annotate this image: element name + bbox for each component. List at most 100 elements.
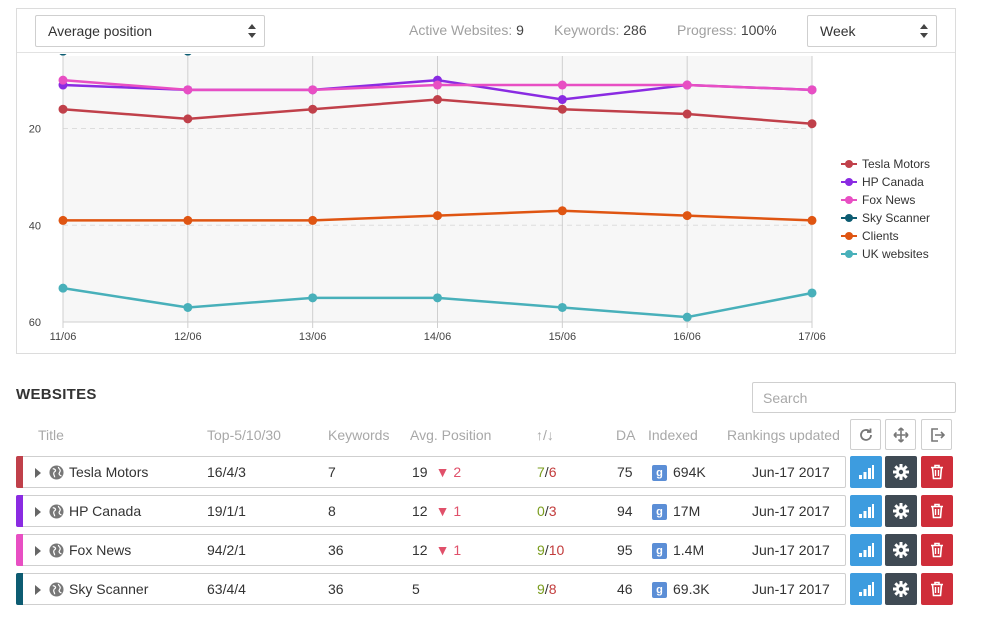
google-icon: g (652, 582, 667, 598)
data-point (433, 293, 442, 303)
data-point (308, 293, 318, 303)
expand-caret-icon[interactable] (35, 585, 41, 595)
row-color-stripe (16, 456, 23, 488)
stats-button[interactable] (850, 495, 882, 527)
expand-caret-icon[interactable] (35, 546, 41, 556)
data-point (58, 215, 68, 225)
up-count: 9 (537, 581, 545, 597)
export-icon (931, 428, 945, 442)
down-count: 10 (548, 542, 565, 558)
bar-chart-icon (859, 543, 874, 557)
settings-button[interactable] (885, 534, 917, 566)
metric-select[interactable]: Average position (35, 15, 265, 47)
indexed-value: 69.3K (673, 581, 710, 597)
expand-caret-icon[interactable] (35, 507, 41, 517)
stats-button[interactable] (850, 534, 882, 566)
website-name[interactable]: HP Canada (69, 503, 142, 519)
rankings-updated-date: Jun-17 2017 (752, 581, 830, 597)
data-point (433, 95, 442, 105)
data-point (682, 312, 692, 322)
x-tick-label: 16/06 (673, 331, 701, 343)
column-header-updown[interactable]: ↑/↓ (536, 427, 554, 443)
keywords-count: 36 (328, 542, 344, 558)
legend-label: Fox News (862, 193, 915, 207)
legend-swatch-marker (845, 178, 853, 186)
globe-icon (49, 582, 64, 597)
top-values: 94/2/1 (207, 542, 246, 558)
y-tick-label: 60 (29, 317, 41, 329)
column-header-title[interactable]: Title (38, 427, 64, 443)
column-header-rankings-updated[interactable]: Rankings updated (727, 427, 840, 443)
expand-caret-icon[interactable] (35, 468, 41, 478)
website-name[interactable]: Fox News (69, 542, 132, 558)
position-line-chart: 20 40 60 11/06 12/06 13/06 14/06 15/06 16/06 17/0… (29, 54, 930, 343)
x-tick-label: 12/06 (174, 331, 202, 343)
select-arrows-icon (920, 24, 928, 38)
settings-button[interactable] (885, 573, 917, 605)
gear-icon (893, 581, 909, 597)
data-point (308, 85, 318, 95)
export-button[interactable] (921, 419, 952, 450)
stats-button[interactable] (850, 456, 882, 488)
data-point (58, 283, 68, 293)
column-header-top[interactable]: Top-5/10/30 (207, 427, 281, 443)
move-button[interactable] (885, 419, 916, 450)
google-icon: g (652, 504, 667, 520)
settings-button[interactable] (885, 456, 917, 488)
delete-button[interactable] (921, 495, 953, 527)
up-down-values: 0/3 (537, 503, 556, 519)
website-row[interactable]: HP Canada 19/1/1 8 12 ▼ 1 0/3 94 g 17M Jun… (16, 495, 846, 527)
data-point (184, 54, 192, 56)
column-header-da[interactable]: DA (616, 427, 636, 443)
website-row[interactable]: Fox News 94/2/1 36 12 ▼ 1 9/10 95 g 1.4M J… (16, 534, 846, 566)
domain-authority: 94 (617, 503, 633, 519)
website-row[interactable]: Tesla Motors 16/4/3 7 19 ▼ 2 7/6 75 g 694K… (16, 456, 846, 488)
column-header-avg-position[interactable]: Avg. Position (410, 427, 492, 443)
legend-label: Clients (862, 229, 899, 243)
data-point (183, 215, 193, 225)
row-color-stripe (16, 495, 23, 527)
data-point (58, 104, 68, 114)
down-count: 6 (548, 464, 557, 480)
trash-icon (931, 464, 943, 480)
search-input[interactable] (752, 382, 956, 413)
bar-chart-icon (859, 582, 874, 596)
delete-button[interactable] (921, 573, 953, 605)
data-point (433, 80, 442, 90)
stats-button[interactable] (850, 573, 882, 605)
x-tick-label: 14/06 (424, 331, 452, 343)
legend-swatch-marker (845, 250, 853, 258)
trash-icon (931, 542, 943, 558)
keywords-count: 7 (328, 464, 336, 480)
up-down-separator: / (544, 464, 549, 480)
website-name[interactable]: Sky Scanner (69, 581, 149, 597)
settings-button[interactable] (885, 495, 917, 527)
delete-button[interactable] (921, 456, 953, 488)
position-change: ▼ 1 (435, 542, 462, 558)
position-change: ▼ 1 (435, 503, 462, 519)
data-point (59, 54, 67, 56)
y-tick-label: 40 (29, 220, 41, 232)
top-values: 16/4/3 (207, 464, 246, 480)
metric-select-value: Average position (48, 23, 153, 39)
refresh-button[interactable] (850, 419, 881, 450)
active-websites-stat: Active Websites: 9 (409, 22, 524, 38)
column-header-indexed[interactable]: Indexed (648, 427, 698, 443)
delete-button[interactable] (921, 534, 953, 566)
select-arrows-icon (248, 24, 256, 38)
period-select[interactable]: Week (807, 15, 937, 47)
rankings-updated-date: Jun-17 2017 (752, 542, 830, 558)
data-point (807, 288, 817, 298)
website-row[interactable]: Sky Scanner 63/4/4 36 5 9/8 46 g 69.3K Ju… (16, 573, 846, 605)
indexed-count: g 69.3K (652, 581, 710, 598)
website-name[interactable]: Tesla Motors (69, 464, 149, 480)
globe-icon (49, 465, 64, 480)
google-icon: g (652, 465, 667, 481)
up-count: 7 (537, 464, 545, 480)
data-point (557, 302, 567, 312)
y-tick-label: 20 (29, 124, 41, 136)
bar-chart-icon (859, 465, 874, 479)
data-point (433, 211, 442, 221)
data-point (557, 206, 567, 216)
column-header-keywords[interactable]: Keywords (328, 427, 390, 443)
